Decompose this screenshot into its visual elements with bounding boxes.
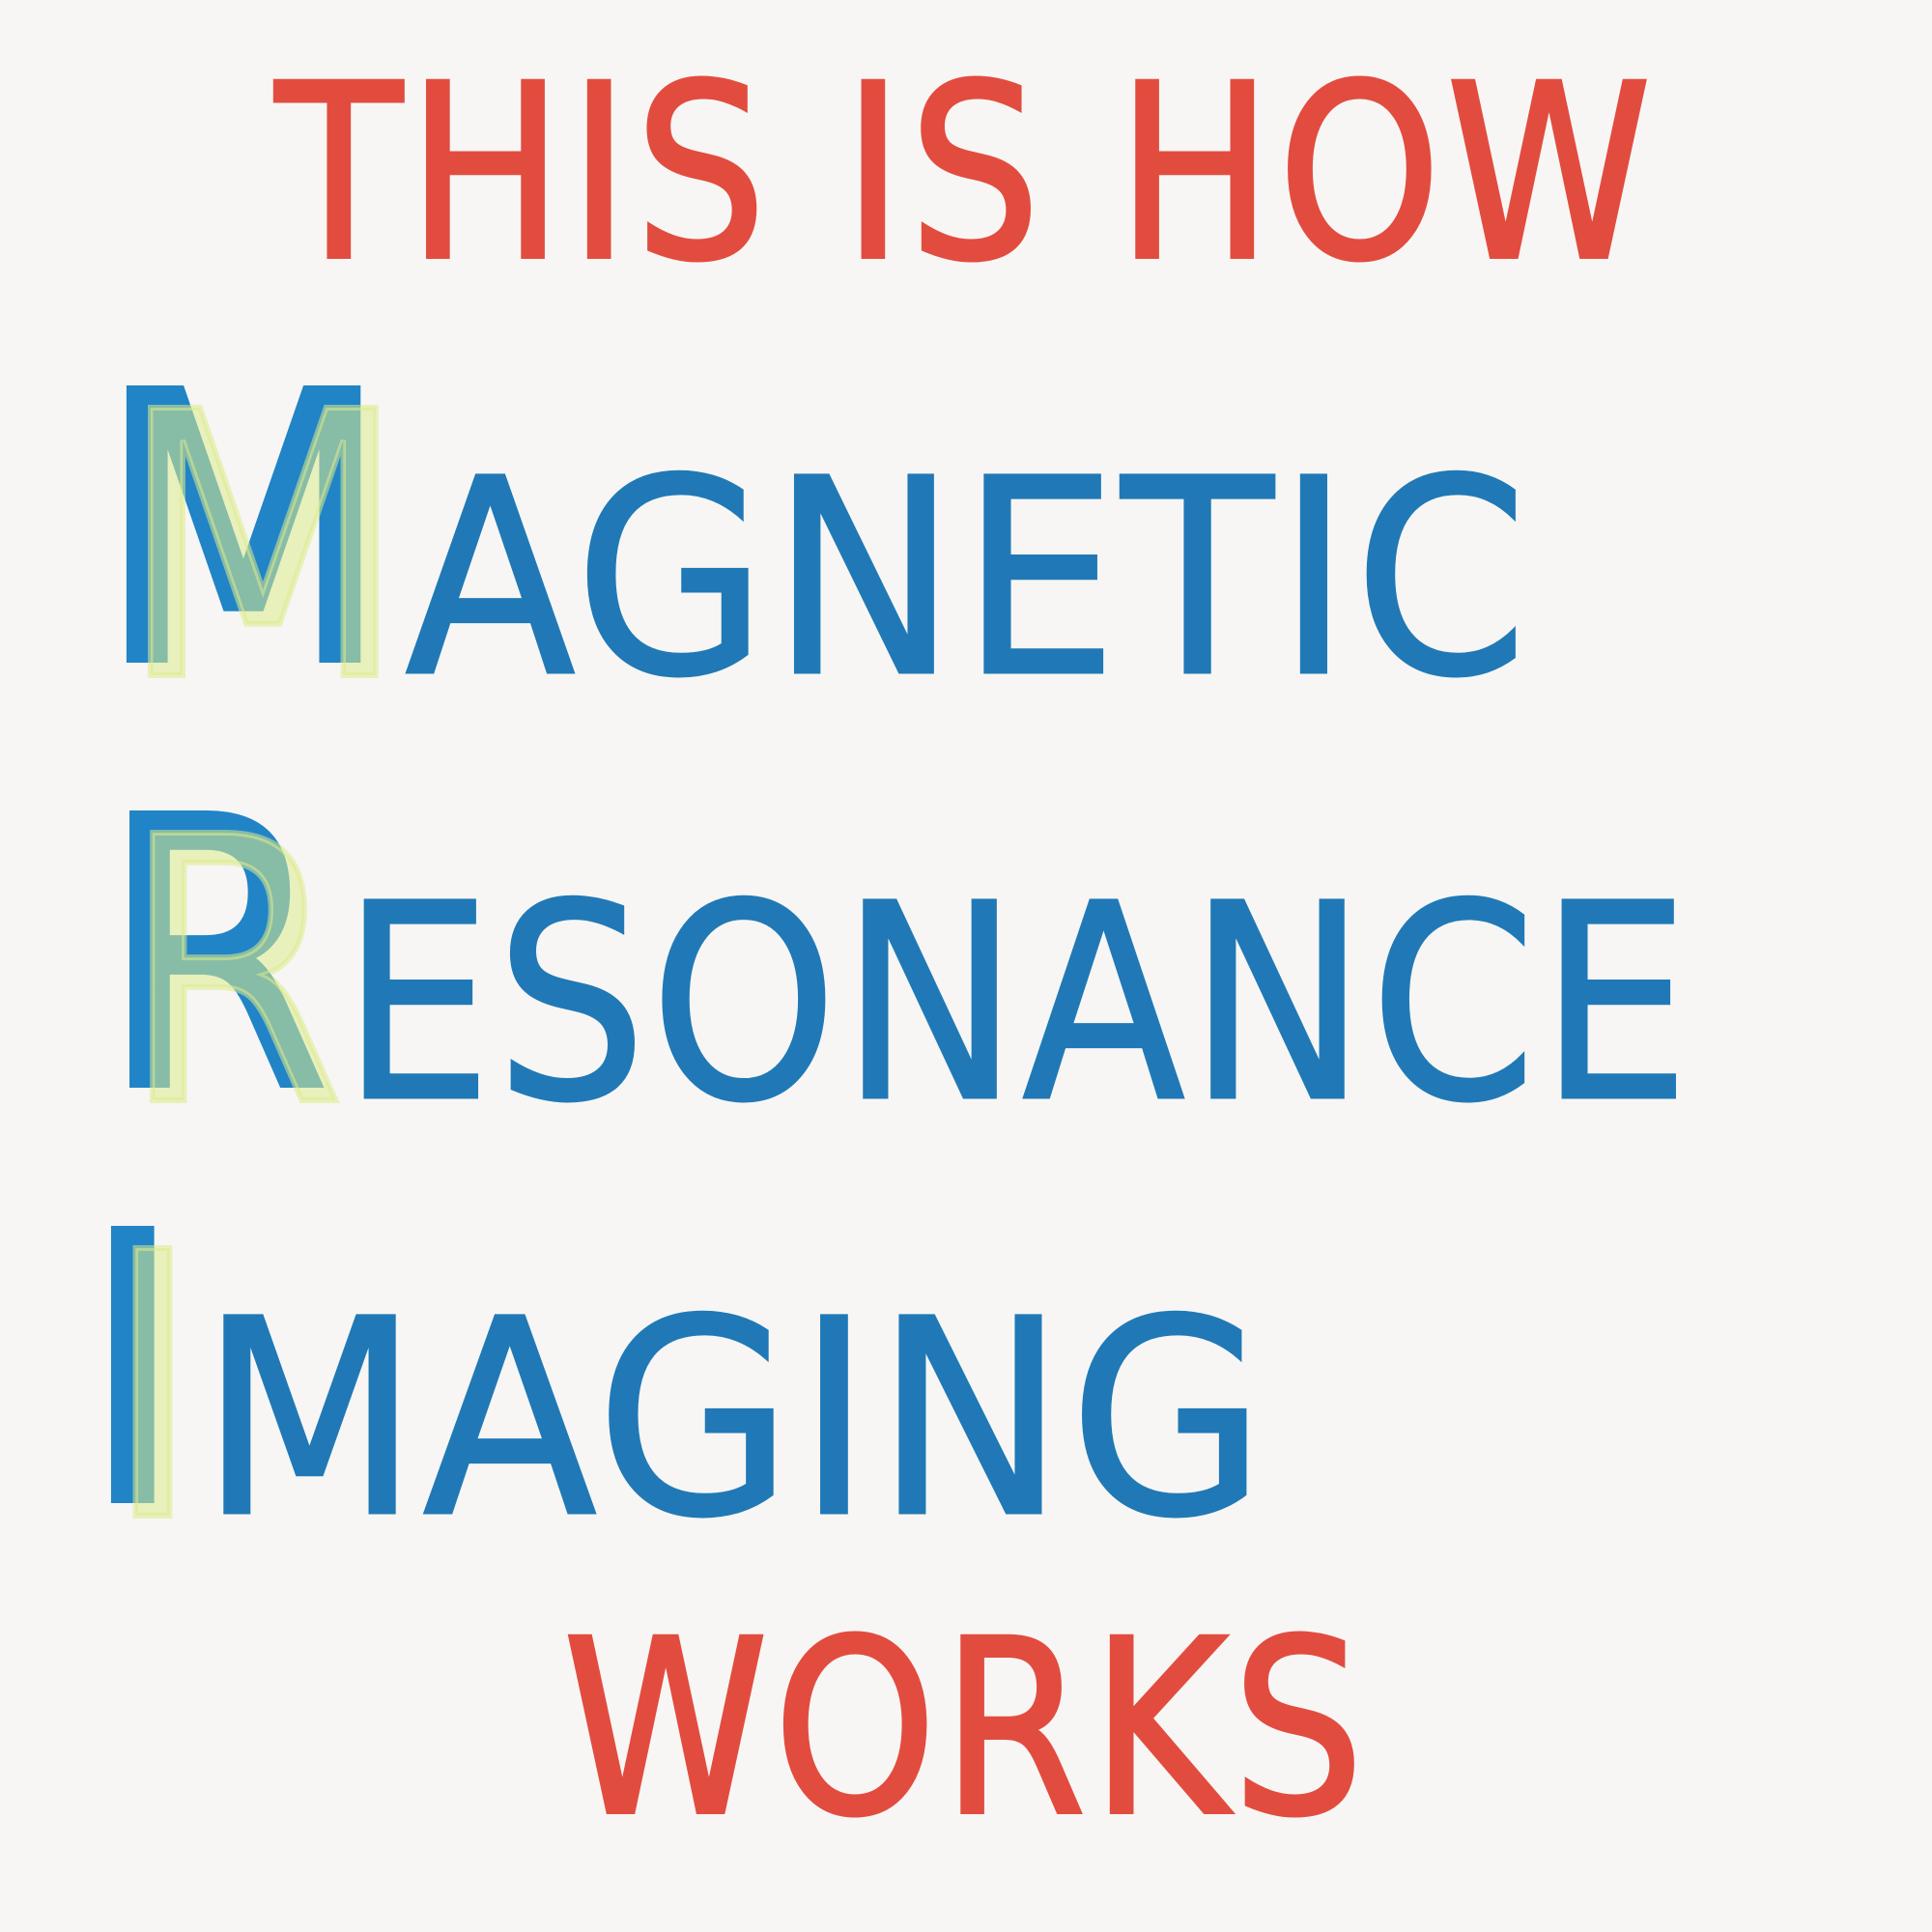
word-resonance-rest: ESONANCE	[340, 847, 1693, 1162]
initial-r-letter: R	[98, 742, 330, 1170]
word-magnetic-rest: AGNETIC	[404, 422, 1532, 737]
heading-line-works: WORKS	[561, 1588, 1370, 1869]
word-resonance: R R ESONANCE	[0, 768, 1803, 1162]
word-imaging-rest: MAGING	[198, 1263, 1270, 1577]
initial-i: I I	[77, 1183, 207, 1576]
heading-line-this-is-how: THIS IS HOW	[273, 33, 1657, 314]
word-imaging: I I MAGING	[0, 1183, 1898, 1577]
initial-r: R R	[98, 768, 348, 1160]
word-magnetic: M M AGNETIC	[0, 343, 1875, 737]
initial-i-letter: I	[77, 1157, 188, 1585]
initial-m: M M	[94, 343, 412, 735]
initial-m-letter: M	[94, 317, 394, 745]
